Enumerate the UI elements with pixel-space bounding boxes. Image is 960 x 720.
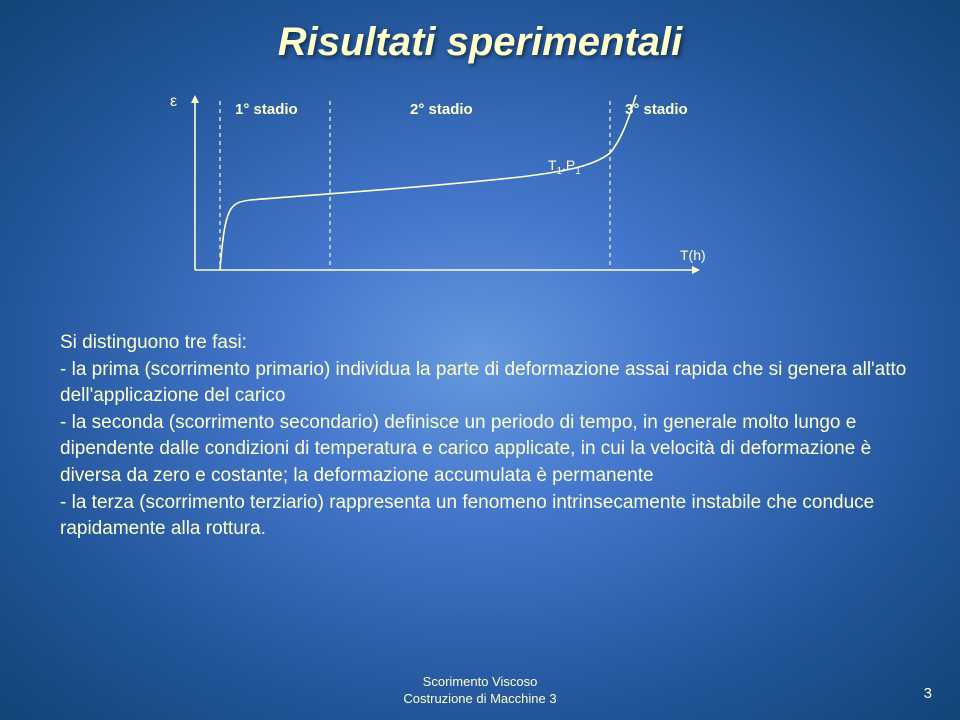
footer-line2: Costruzione di Macchine 3 xyxy=(0,691,960,708)
x-axis-label: T(h) xyxy=(680,247,706,263)
chart-svg xyxy=(170,95,740,305)
phase1-text: - la prima (scorrimento primario) indivi… xyxy=(60,357,910,410)
footer: Scorimento Viscoso Costruzione di Macchi… xyxy=(0,674,960,708)
stage2-label: 2° stadio xyxy=(410,101,473,118)
curve-label: T1,P1 xyxy=(548,157,581,177)
phase3-text: - la terza (scorrimento terziario) rappr… xyxy=(60,490,910,543)
intro-line: Si distinguono tre fasi: xyxy=(60,330,910,357)
phase2-text: - la seconda (scorrimento secondario) de… xyxy=(60,410,910,490)
creep-chart: ε 1° stadio 2° stadio 3° stadio T1,P1 T(… xyxy=(170,95,740,305)
body-text: Si distinguono tre fasi: - la prima (sco… xyxy=(60,330,910,543)
y-axis-label: ε xyxy=(170,93,177,111)
page-title: Risultati sperimentali xyxy=(0,0,960,65)
page-number: 3 xyxy=(924,685,932,702)
stage1-label: 1° stadio xyxy=(235,101,298,118)
stage3-label: 3° stadio xyxy=(625,101,688,118)
footer-line1: Scorimento Viscoso xyxy=(0,674,960,691)
